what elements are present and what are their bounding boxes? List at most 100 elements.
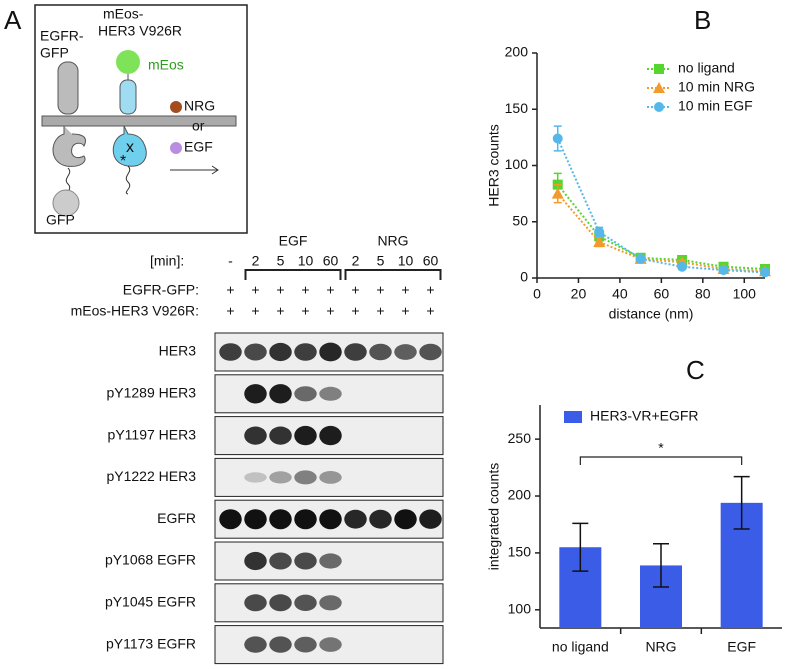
panel-label: C	[686, 355, 705, 385]
her3-ecd	[119, 79, 137, 115]
condition-mark: +	[251, 282, 259, 298]
row-label: HER3	[159, 343, 197, 359]
legend-label: HER3-VR+EGFR	[590, 408, 699, 424]
label: GFP	[40, 45, 69, 61]
y-tick-label: 250	[508, 430, 532, 446]
meos	[116, 50, 140, 74]
band	[319, 637, 342, 652]
label: NRG	[184, 98, 215, 114]
marker	[718, 265, 729, 276]
band	[294, 343, 317, 361]
error-bar	[572, 522, 589, 572]
diagram: EGFR- GFP mEos- HER3 V926R mEos GFP x * …	[34, 4, 248, 234]
marker	[635, 253, 646, 264]
x-axis-label: distance (nm)	[609, 306, 694, 322]
arrow	[170, 165, 219, 175]
band	[319, 509, 342, 530]
band	[244, 636, 267, 653]
x-tick-label: 40	[612, 286, 628, 302]
row-label: pY1045 EGFR	[105, 594, 196, 610]
band	[244, 509, 267, 530]
panel-label: B	[694, 5, 711, 35]
y-tick-label: 100	[508, 600, 532, 616]
band	[269, 384, 292, 404]
header-label: -	[228, 253, 233, 269]
condition-mark: +	[251, 303, 259, 319]
band	[294, 594, 317, 611]
band	[394, 344, 417, 360]
condition-mark: +	[426, 303, 434, 319]
condition-mark: +	[301, 282, 309, 298]
band	[269, 509, 292, 530]
label: mEos	[148, 57, 184, 73]
band	[244, 551, 267, 571]
band	[369, 343, 392, 361]
error-bar	[653, 543, 669, 588]
label: HER3 V926R	[98, 23, 182, 39]
legend-label: 10 min EGF	[678, 98, 753, 114]
band	[294, 386, 317, 402]
band	[269, 471, 292, 484]
group-bracket	[244, 269, 342, 280]
row-label: pY1222 HER3	[106, 468, 196, 484]
band	[244, 384, 267, 404]
legend-label: 10 min NRG	[678, 79, 755, 95]
egf-ligand	[170, 142, 182, 154]
marker	[653, 82, 665, 93]
membrane	[41, 115, 237, 127]
band	[269, 636, 292, 653]
time-label: 10	[298, 253, 314, 269]
time-label: 2	[252, 253, 260, 269]
condition-mark: +	[276, 303, 284, 319]
label: mEos-	[103, 6, 144, 22]
legend-swatch	[564, 411, 582, 423]
row-label: pY1197 HER3	[108, 426, 197, 442]
x-tick-label: 60	[654, 286, 670, 302]
significance-label: *	[658, 440, 664, 456]
x-tick-label: 100	[733, 286, 757, 302]
condition-label: mEos-HER3 V926R:	[71, 303, 199, 319]
condition-mark: +	[351, 303, 359, 319]
band	[269, 426, 292, 445]
y-axis-label: integrated counts	[486, 463, 502, 570]
band	[219, 509, 242, 530]
condition-mark: +	[276, 282, 284, 298]
x-tick-label: 0	[533, 286, 541, 302]
series-line	[556, 192, 766, 273]
egfr-ecd	[57, 61, 79, 115]
time-label: 5	[377, 253, 385, 269]
band	[319, 595, 342, 611]
y-tick-label: 200	[505, 44, 529, 60]
time-label: 60	[323, 253, 339, 269]
y-tick-label: 200	[508, 487, 532, 503]
condition-mark: +	[226, 282, 234, 298]
diagram-frame	[34, 4, 248, 234]
blot-panel	[214, 457, 444, 497]
tail	[125, 165, 131, 195]
x-tick-label: 80	[695, 286, 711, 302]
x-tick-label: EGF	[727, 639, 756, 655]
condition-mark: +	[376, 303, 384, 319]
condition-label: EGFR-GFP:	[123, 282, 199, 298]
series-line	[556, 138, 766, 274]
condition-mark: +	[426, 282, 434, 298]
band	[269, 342, 292, 362]
marker	[551, 187, 564, 199]
band	[294, 636, 317, 653]
y-tick-label: 150	[508, 544, 532, 560]
group-label: EGF	[279, 233, 308, 249]
condition-mark: +	[301, 303, 309, 319]
band	[244, 426, 267, 445]
band	[244, 472, 267, 483]
y-tick-label: 100	[505, 156, 529, 172]
band	[419, 509, 442, 529]
band	[419, 343, 442, 361]
marker	[654, 102, 664, 112]
egfr-kinase	[52, 126, 86, 167]
marker	[654, 64, 664, 74]
condition-mark: +	[326, 282, 334, 298]
condition-mark: +	[226, 303, 234, 319]
row-label: pY1289 HER3	[106, 385, 196, 401]
band	[319, 342, 342, 362]
condition-mark: +	[401, 303, 409, 319]
